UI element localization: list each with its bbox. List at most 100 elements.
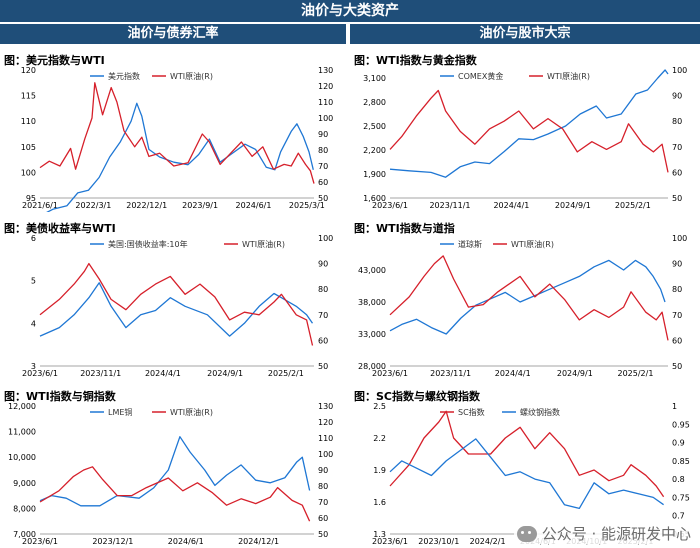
- series-line: [389, 438, 664, 510]
- x-tick-label: 2023/9/1: [182, 201, 218, 210]
- y-left-tick-label: 2,200: [363, 146, 386, 155]
- watermark: 公众号 · 能源研发中心: [513, 523, 694, 544]
- y-right-tick-label: 80: [318, 482, 328, 491]
- y-right-tick-label: 0.8: [672, 475, 685, 484]
- chart-title: 图：WTI指数与铜指数: [4, 390, 116, 403]
- y-right-tick-label: 100: [318, 234, 333, 243]
- y-right-tick-label: 90: [318, 260, 328, 269]
- y-right-tick-label: 80: [672, 117, 682, 126]
- series-line: [389, 69, 669, 178]
- chart-sc-rebar: 1.31.61.92.22.50.650.70.750.80.850.90.95…: [372, 402, 690, 546]
- y-right-tick-label: 90: [318, 130, 328, 139]
- x-tick-label: 2023/6/1: [372, 369, 408, 378]
- y-right-tick-label: 0.9: [672, 439, 685, 448]
- x-tick-label: 2023/11/1: [80, 369, 121, 378]
- x-tick-label: 2025/3/1: [289, 201, 325, 210]
- legend-label: 道琼斯: [458, 239, 482, 249]
- x-tick-label: 2024/6/1: [168, 537, 204, 546]
- y-left-tick-label: 4: [31, 319, 36, 328]
- y-left-tick-label: 1.6: [373, 498, 386, 507]
- chart-ust-wti: 3 4 5 6 50 60 70 80 90 100 2023/6/1 2023/11/1 2024/4…: [22, 234, 333, 378]
- x-tick-label: 2024/4/1: [495, 369, 531, 378]
- y-left-tick-label: 5: [31, 277, 36, 286]
- y-left-tick-label: 105: [21, 143, 36, 152]
- x-tick-label: 2024/4/1: [493, 201, 529, 210]
- series-line: [39, 466, 311, 522]
- x-tick-label: 2024/2/1: [470, 537, 506, 546]
- x-tick-label: 2024/9/1: [557, 369, 593, 378]
- y-left-tick-label: 3: [31, 362, 36, 371]
- y-left-tick-label: 6: [31, 234, 36, 243]
- y-right-tick-label: 50: [672, 362, 682, 371]
- series-line: [39, 82, 315, 184]
- y-right-tick-label: 0.7: [672, 512, 685, 521]
- y-left-tick-label: 2,500: [363, 122, 386, 131]
- series-line: [389, 255, 669, 341]
- legend-label: WTI原油(R): [170, 71, 213, 81]
- y-left-tick-label: 12,000: [8, 402, 36, 411]
- y-right-tick-label: 60: [672, 168, 682, 177]
- wechat-icon: [516, 525, 537, 542]
- watermark-text: 公众号 · 能源研发中心: [541, 525, 691, 543]
- y-left-tick-label: 8,000: [13, 504, 36, 513]
- legend-label: WTI原油(R): [242, 239, 285, 249]
- x-tick-label: 2024/12/1: [238, 537, 279, 546]
- y-left-tick-label: 10,000: [8, 453, 36, 462]
- y-left-tick-label: 110: [21, 117, 36, 126]
- y-left-tick-label: 1.3: [373, 530, 386, 539]
- y-right-tick-label: 70: [318, 498, 328, 507]
- y-right-tick-label: 60: [318, 514, 328, 523]
- y-left-tick-label: 3,100: [363, 74, 386, 83]
- y-right-tick-label: 120: [318, 418, 333, 427]
- y-right-tick-label: 80: [318, 285, 328, 294]
- y-right-tick-label: 50: [672, 194, 682, 203]
- y-right-tick-label: 100: [672, 234, 687, 243]
- y-left-tick-label: 38,000: [358, 298, 386, 307]
- chart-gold-wti: 1,600 1,900 2,200 2,500 2,800 3,100 50 60 70 80 90…: [363, 66, 687, 210]
- series-line: [39, 262, 314, 346]
- y-left-tick-label: 1,600: [363, 194, 386, 203]
- y-left-tick-label: 120: [21, 66, 36, 75]
- y-right-tick-label: 70: [672, 143, 682, 152]
- series-line: [39, 282, 314, 337]
- series-line: [46, 102, 314, 212]
- y-right-tick-label: 60: [672, 336, 682, 345]
- y-right-tick-label: 50: [318, 362, 328, 371]
- x-tick-label: 2023/10/1: [418, 537, 459, 546]
- y-right-tick-label: 70: [672, 311, 682, 320]
- y-left-tick-label: 115: [21, 92, 36, 101]
- x-tick-label: 2022/3/1: [75, 201, 111, 210]
- series-line: [389, 410, 665, 498]
- x-tick-label: 2025/2/1: [615, 201, 651, 210]
- x-tick-label: 2025/2/1: [617, 369, 653, 378]
- y-right-tick-label: 0.95: [672, 420, 690, 429]
- x-tick-label: 2023/12/1: [92, 537, 133, 546]
- y-right-tick-label: 90: [318, 466, 328, 475]
- y-left-tick-label: 11,000: [8, 428, 36, 437]
- y-left-tick-label: 9,000: [13, 479, 36, 488]
- y-right-tick-label: 0.85: [672, 457, 690, 466]
- legend-label: WTI原油(R): [511, 239, 554, 249]
- y-right-tick-label: 50: [318, 194, 328, 203]
- x-tick-label: 2023/6/1: [372, 537, 408, 546]
- x-tick-label: 2021/6/1: [22, 201, 58, 210]
- section-header-right: 油价与股市大宗: [350, 24, 700, 44]
- y-right-tick-label: 110: [318, 434, 333, 443]
- y-left-tick-label: 2,800: [363, 98, 386, 107]
- x-tick-label: 2023/11/1: [430, 369, 471, 378]
- x-tick-label: 2022/12/1: [126, 201, 167, 210]
- y-left-tick-label: 43,000: [358, 266, 386, 275]
- y-right-tick-label: 100: [318, 114, 333, 123]
- x-tick-label: 2023/6/1: [372, 201, 408, 210]
- y-right-tick-label: 60: [318, 178, 328, 187]
- legend-label: COMEX黄金: [458, 71, 503, 81]
- chart-usd-wti: 95 100 105 110 115 120 50 60 70 80 90 100 110 120 130 2…: [21, 66, 333, 212]
- y-right-tick-label: 130: [318, 66, 333, 75]
- x-tick-label: 2024/4/1: [145, 369, 181, 378]
- y-right-tick-label: 1: [672, 402, 677, 411]
- chart-title: 图：美元指数与WTI: [4, 54, 105, 67]
- y-right-tick-label: 120: [318, 82, 333, 91]
- y-left-tick-label: 1,900: [363, 170, 386, 179]
- y-left-tick-label: 2.2: [373, 434, 386, 443]
- chart-title: 图：WTI指数与黄金指数: [354, 54, 477, 67]
